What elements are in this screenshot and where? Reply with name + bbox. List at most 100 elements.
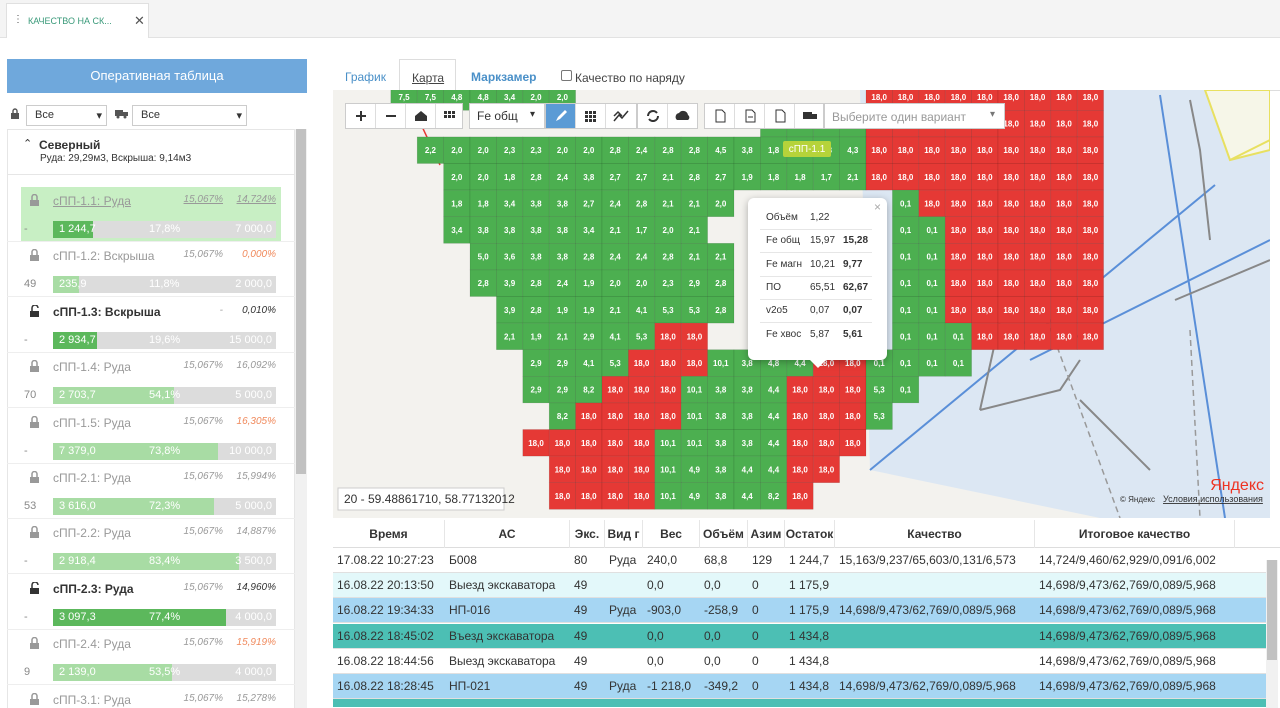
cell-value: 18,0 [1030, 173, 1046, 182]
cell: Б008 [449, 553, 477, 567]
tab-bar: ⋮ КАЧЕСТВО НА СК... ✕ [0, 0, 1280, 38]
cell: 0,0 [647, 628, 664, 643]
cell [997, 136, 1025, 164]
cell-value: 8,2 [583, 386, 595, 395]
cell-value: 10,1 [660, 492, 676, 501]
cell [707, 296, 735, 324]
cell-value: 5,3 [874, 412, 886, 421]
cell-value: 2,3 [662, 279, 674, 288]
header-cell: Объём [700, 520, 748, 548]
cell-value: 18,0 [1056, 279, 1072, 288]
road [979, 99, 1270, 471]
cell [680, 349, 708, 377]
cell-value: 18,0 [898, 146, 914, 155]
checkbox[interactable] [561, 70, 572, 81]
cell-value: 2,3 [504, 146, 516, 155]
cell-value: 5,3 [874, 386, 886, 395]
cells-button[interactable] [576, 104, 606, 128]
toolbar-group [637, 103, 698, 129]
cell [892, 375, 920, 404]
table-row [333, 648, 1266, 674]
table-row [333, 548, 1266, 573]
cell [839, 136, 867, 164]
filter-select[interactable]: Все ▾ [26, 105, 107, 126]
tip-value: 0,07 [810, 305, 830, 317]
header-cell: Экс. [570, 520, 605, 548]
cell-value: 18,0 [1030, 306, 1046, 315]
cell [707, 189, 735, 218]
lock-icon [30, 526, 39, 539]
table-scrollbar [1266, 560, 1278, 708]
divider [7, 351, 295, 353]
item-fact: 0,010% [242, 304, 276, 316]
route[interactable] [606, 104, 636, 128]
cell [628, 243, 656, 271]
header-cell: Время [333, 520, 445, 548]
view-tab-active[interactable]: Карта [399, 59, 456, 91]
cell [628, 322, 656, 351]
cell [760, 136, 788, 164]
lock-shackle [31, 249, 38, 256]
cell: 16.08.22 18:45:02 [337, 628, 434, 643]
draw[interactable] [546, 104, 576, 128]
item-plan: 15,067% [183, 194, 223, 205]
lock-shackle [31, 526, 38, 533]
cell [760, 429, 788, 457]
variant-select[interactable]: Выберите один вариант ▾ [824, 103, 1005, 129]
doc-add[interactable] [705, 104, 735, 128]
cell [812, 375, 840, 404]
cell [944, 269, 972, 297]
cell [469, 136, 497, 164]
tab[interactable]: ⋮ КАЧЕСТВО НА СК... ✕ [6, 3, 149, 38]
truck[interactable] [795, 104, 825, 128]
cell [601, 243, 629, 271]
cell: 14,698/9,473/62,769/0,089/5,968 [839, 679, 1016, 693]
bar-capacity: 15 000,0 [229, 333, 272, 346]
cell: НП-016 [449, 603, 491, 618]
caret: ▾ [96, 110, 102, 122]
grid-button[interactable] [436, 104, 466, 128]
cell: 16.08.22 19:34:33 [337, 603, 434, 618]
cell-value: 0,1 [926, 226, 938, 235]
cell-value: 3,8 [557, 253, 569, 262]
doc-remove[interactable] [735, 104, 765, 128]
scroll-thumb[interactable] [296, 129, 306, 474]
cell [628, 349, 656, 377]
filter-select[interactable]: Все ▾ [132, 105, 247, 126]
cell-value: 0,1 [900, 253, 912, 262]
tip-name: Fe хвос [766, 328, 802, 340]
main-button[interactable]: Оперативная таблица [7, 59, 307, 93]
cell-value: 2,1 [662, 173, 674, 182]
view-tab[interactable]: Маркзамер [471, 70, 537, 84]
upload[interactable] [668, 104, 698, 128]
cell [628, 375, 656, 404]
cell-value: 18,0 [845, 359, 861, 368]
cell-value: 18,0 [1056, 120, 1072, 129]
view-tab[interactable]: График [345, 70, 386, 84]
cell-value: 18,0 [819, 465, 835, 474]
cell-value: 2,9 [557, 359, 569, 368]
doc[interactable] [765, 104, 795, 128]
caret: ▾ [530, 109, 536, 120]
zoom-in[interactable] [346, 104, 376, 128]
cell-value: 1,8 [768, 146, 780, 155]
cell-value: 0,1 [900, 226, 912, 235]
tab-close[interactable]: ✕ [134, 13, 145, 28]
cell [1024, 243, 1052, 271]
home[interactable] [406, 104, 436, 128]
terms[interactable]: Условия использования [1163, 494, 1263, 504]
cell [997, 243, 1025, 271]
cell-value: 18,0 [977, 146, 993, 155]
item-plan: 15,067% [183, 360, 223, 372]
cell-value: 18,0 [1003, 226, 1019, 235]
refresh[interactable] [638, 104, 668, 128]
tooltip-close[interactable]: × [874, 200, 882, 214]
cell-value: 18,0 [977, 93, 993, 102]
zoom-out[interactable] [376, 104, 406, 128]
cell-value: 18,0 [898, 93, 914, 102]
scroll-thumb[interactable] [1267, 560, 1277, 660]
cell [628, 455, 656, 484]
cell [839, 429, 867, 457]
layer-select[interactable]: Fe общ ▾ [469, 103, 545, 129]
cell-value: 18,0 [1030, 93, 1046, 102]
